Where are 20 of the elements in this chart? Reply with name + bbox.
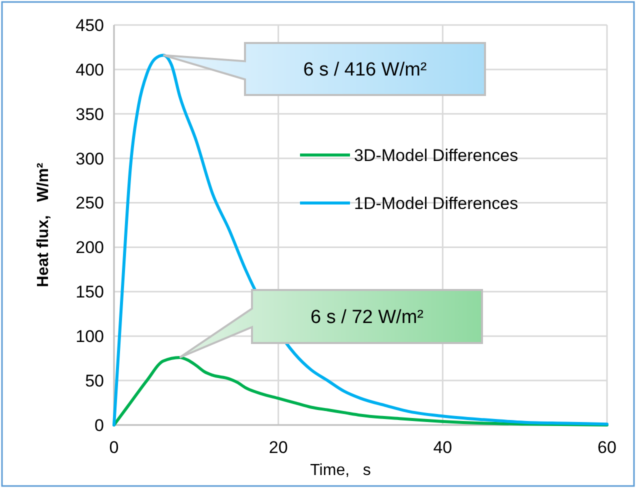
annotation: 6 s / 416 W/m² [303, 60, 427, 81]
y-tick-label: 350 [76, 104, 104, 124]
y-tick-label: 150 [76, 282, 104, 302]
x-tick-label: 20 [268, 438, 288, 457]
y-tick-label: 100 [76, 327, 104, 346]
x-tick-label: 60 [598, 438, 616, 457]
x-tick-label: 0 [109, 438, 119, 457]
y-tick-label: 450 [76, 16, 104, 35]
x-axis-title: Time, s [310, 462, 371, 479]
y-tick-label: 400 [76, 60, 104, 80]
y-tick-label: 200 [76, 238, 104, 258]
legend-label: 3D-Model Differences [354, 146, 518, 165]
y-tick-label: 250 [76, 194, 104, 213]
x-tick-label: 40 [433, 438, 452, 457]
y-axis-title: Heat flux, W/m² [35, 162, 52, 288]
annotation: 6 s / 72 W/m² [310, 307, 424, 328]
y-tick-label: 300 [76, 149, 104, 168]
legend-label: 1D-Model Differences [354, 194, 518, 213]
y-tick-label: 0 [94, 416, 104, 435]
y-tick-label: 50 [85, 372, 104, 391]
